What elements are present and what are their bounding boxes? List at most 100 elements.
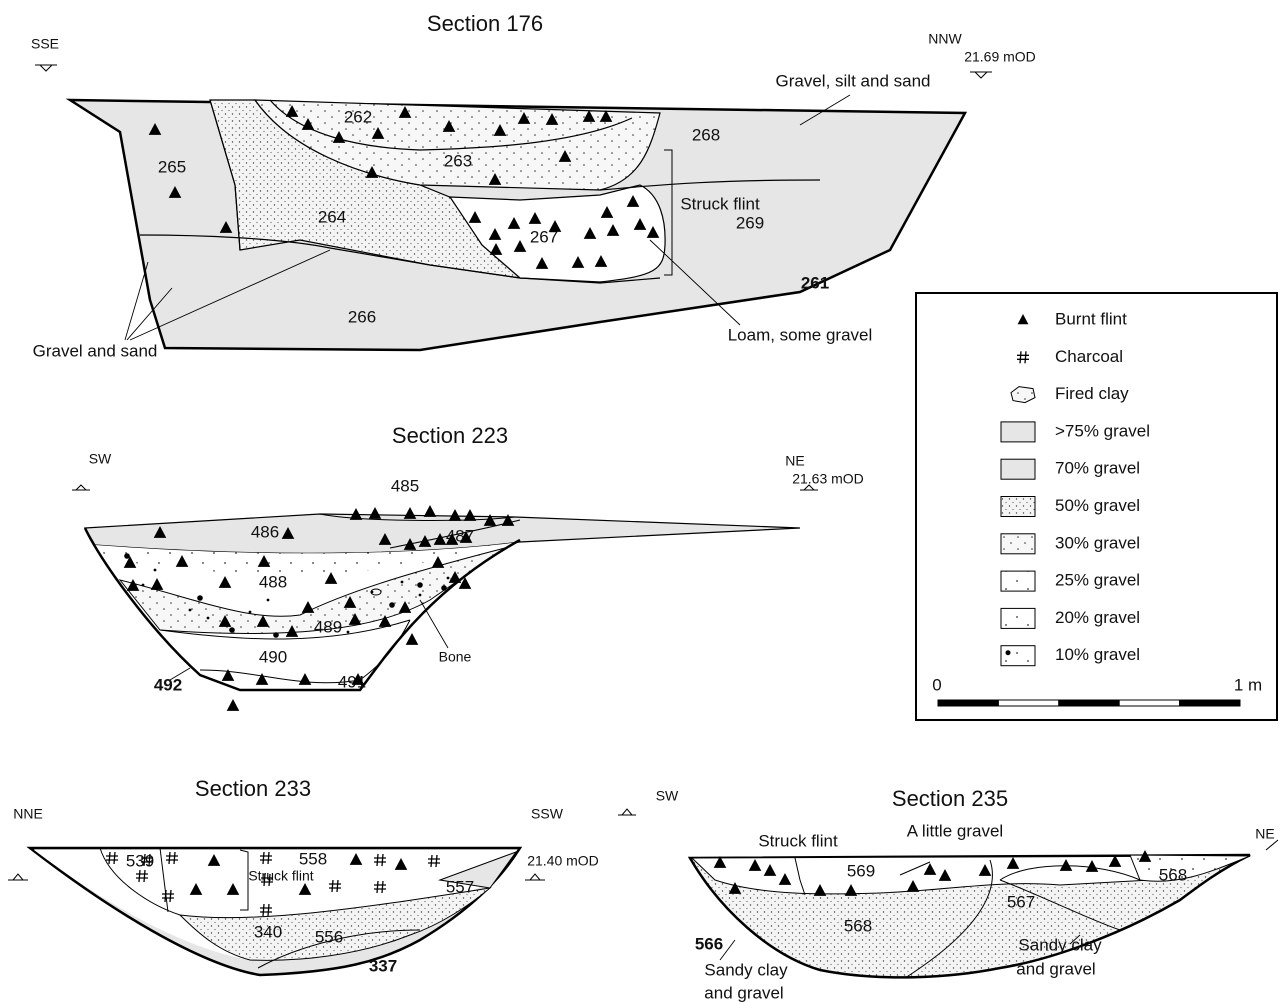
label: Struck flint [758,831,838,850]
label: Charcoal [1055,347,1123,366]
label: 0 [932,675,941,694]
gravel-dot [249,611,252,614]
label: SW [656,788,679,804]
label: Section 235 [892,786,1008,811]
label: Struck flint [248,868,313,884]
label: 268 [692,125,720,144]
section-drawings: Section 176SSENNW21.69 mOD26226326526426… [0,0,1284,1003]
legend-swatch [1001,422,1035,442]
label: 50% gravel [1055,496,1140,515]
label: 264 [318,207,346,226]
legend-swatch [1001,608,1035,628]
gravel-dot [447,577,450,580]
label: 488 [259,572,287,591]
label: 567 [1007,892,1035,911]
gravel-dot [441,585,447,591]
label: 557 [446,877,474,896]
gravel-dot [419,594,422,597]
gravel-dot [154,569,157,572]
label: NNW [928,31,962,47]
burnt-flint [302,601,315,613]
scale-segment [938,700,998,706]
label: Burnt flint [1055,309,1127,328]
label: 486 [251,522,279,541]
gravel-dot [1006,650,1011,655]
label: 490 [259,647,287,666]
label: Gravel and sand [33,341,158,360]
burnt-flint [219,576,232,588]
legend-swatch [1001,646,1035,666]
label: SW [89,451,112,467]
label: Sandy clay [704,960,788,979]
label: 556 [315,927,343,946]
label: and gravel [704,983,783,1002]
label: NNE [13,806,43,822]
legend-swatch [1001,459,1035,479]
burnt-flint [464,509,477,521]
label: 70% gravel [1055,459,1140,478]
label: Section 233 [195,776,311,801]
burnt-flint [299,673,312,685]
burnt-flint [369,507,382,519]
label: 265 [158,157,186,176]
burnt-flint [424,505,437,517]
gravel-dot [229,627,235,633]
scale-segment [1059,700,1119,706]
label: >75% gravel [1055,421,1150,440]
burnt-flint [406,633,419,645]
label: Section 176 [427,11,543,36]
legend-swatch [1001,497,1035,517]
label: 261 [801,273,829,292]
label: 25% gravel [1055,571,1140,590]
gravel-dot [189,609,192,612]
gravel-dot [142,584,145,587]
label: 558 [299,849,327,868]
gravel-dot [469,571,472,574]
label: Section 223 [392,423,508,448]
label: 569 [847,861,875,880]
gravel-dot [401,581,404,584]
label: Loam, some gravel [728,325,873,344]
label: 340 [254,922,282,941]
gravel-dot [389,602,395,608]
label: 21.63 mOD [792,471,864,487]
legend-swatch [1001,571,1035,591]
gravel-dot [124,553,130,559]
label: A little gravel [907,821,1003,840]
label: 485 [391,476,419,495]
label: 566 [695,934,723,953]
label: 262 [344,107,372,126]
label: and gravel [1016,959,1095,978]
label: Fired clay [1055,384,1129,403]
burnt-flint [227,699,240,711]
gravel-dot [197,595,203,601]
label: 568 [1159,865,1187,884]
label: 10% gravel [1055,645,1140,664]
legend-swatch [1001,534,1035,554]
gravel-dot [347,631,350,634]
burnt-flint [404,507,417,519]
label: 492 [154,675,182,694]
section-176-drawing [35,65,992,350]
label: 30% gravel [1055,533,1140,552]
label: Sandy clay [1018,935,1102,954]
label: NE [785,453,804,469]
label: Struck flint [680,194,760,213]
gravel-dot [417,582,423,588]
label: 1 m [1234,675,1262,694]
label: 568 [844,916,872,935]
label: 266 [348,307,376,326]
label: 337 [369,956,397,975]
gravel-dot [267,599,270,602]
burnt-flint [449,509,462,521]
label: 20% gravel [1055,608,1140,627]
label: 21.69 mOD [964,49,1036,65]
label: SSW [531,806,564,822]
label: SSE [31,36,59,52]
gravel-dot [371,591,374,594]
scale-segment [1119,700,1179,706]
scale-segment [1180,700,1240,706]
label: NE [1255,826,1274,842]
label: Bone [439,649,472,665]
label: 269 [736,213,764,232]
